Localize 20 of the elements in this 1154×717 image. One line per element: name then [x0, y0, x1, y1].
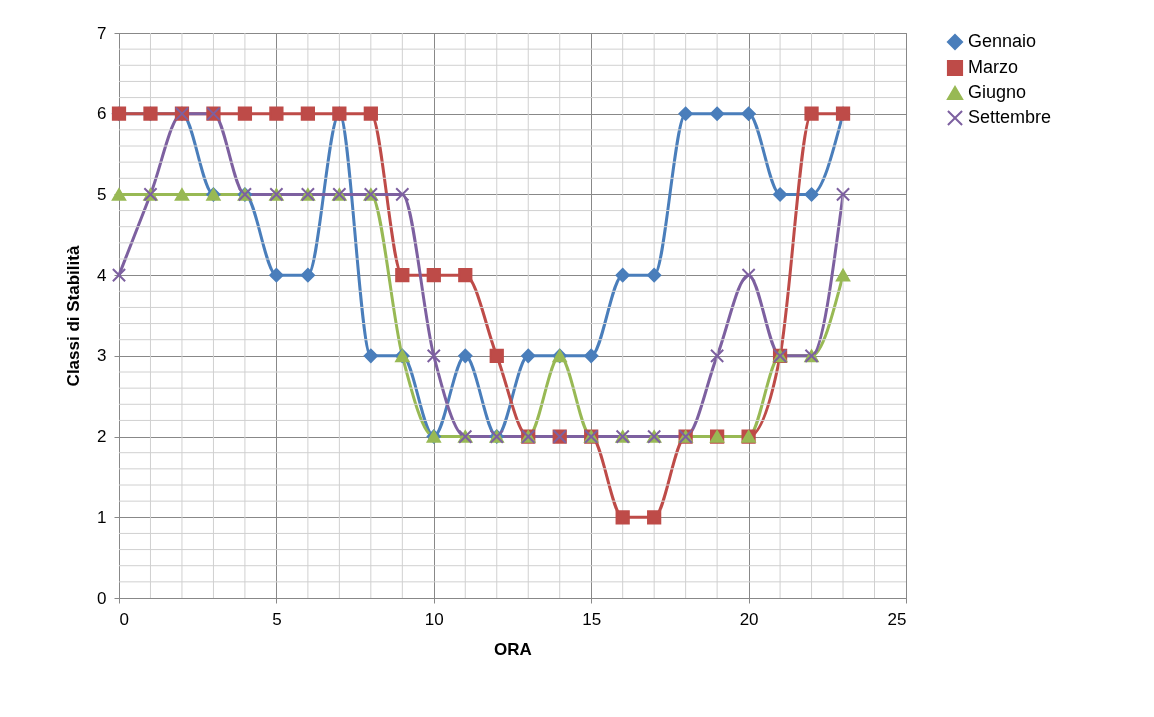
x-tick-label: 25 — [887, 609, 907, 629]
y-tick-label: 0 — [97, 588, 107, 608]
x-axis-title: ORA — [494, 639, 532, 659]
x-tick-label: 15 — [582, 609, 602, 629]
y-axis-title: Classi di Stabilità — [64, 245, 84, 387]
legend-label: Marzo — [968, 57, 1019, 77]
x-tick-label: 5 — [272, 609, 282, 629]
legend-label: Gennaio — [968, 31, 1037, 51]
legend-label: Settembre — [968, 107, 1052, 127]
y-tick-label: 7 — [97, 23, 107, 43]
y-tick-label: 6 — [97, 104, 107, 124]
y-tick-label: 3 — [97, 346, 107, 366]
y-tick-label: 1 — [97, 507, 107, 527]
y-tick-label: 2 — [97, 427, 107, 447]
legend-label: Giugno — [968, 82, 1027, 102]
x-tick-label: 0 — [119, 609, 129, 629]
y-tick-label: 4 — [97, 265, 107, 285]
x-tick-label: 20 — [739, 609, 759, 629]
x-tick-label: 10 — [424, 609, 444, 629]
y-tick-label: 5 — [97, 184, 107, 204]
